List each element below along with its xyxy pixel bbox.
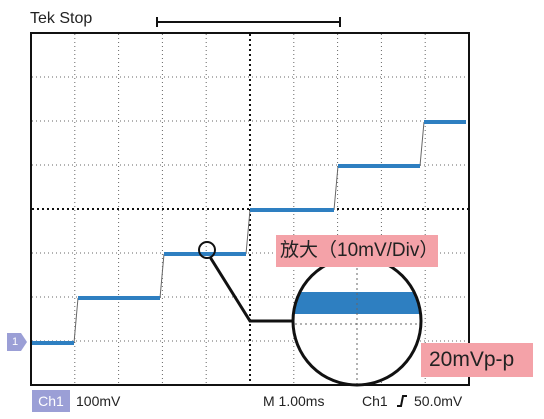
trigger-channel: Ch1 [362,393,388,409]
channel-chip[interactable]: Ch1 [32,390,70,412]
magnifier-lens [291,255,423,387]
graticule-frame [30,32,470,386]
trace-steps [32,120,466,345]
waveform-trace [32,120,466,345]
status-bar: Ch1 100mV M 1.00ms Ch1 50.0mV [32,390,472,412]
channel-1-marker[interactable]: 1 [7,333,27,351]
timebase-readout: M 1.00ms [263,393,325,409]
amplitude-label: 20mVp-p [421,343,533,377]
zoom-connector-line [208,256,292,323]
scope-title: Tek Stop [30,10,93,27]
trace-risers [73,121,425,344]
zoom-scale-label: 放大（10mV/Div） [276,235,438,267]
trigger-position-bar [156,17,341,27]
volts-per-div: 100mV [76,393,121,409]
rising-edge-icon [396,394,408,411]
trigger-level: 50.0mV [414,393,463,409]
zoom-source-circle [198,241,216,259]
